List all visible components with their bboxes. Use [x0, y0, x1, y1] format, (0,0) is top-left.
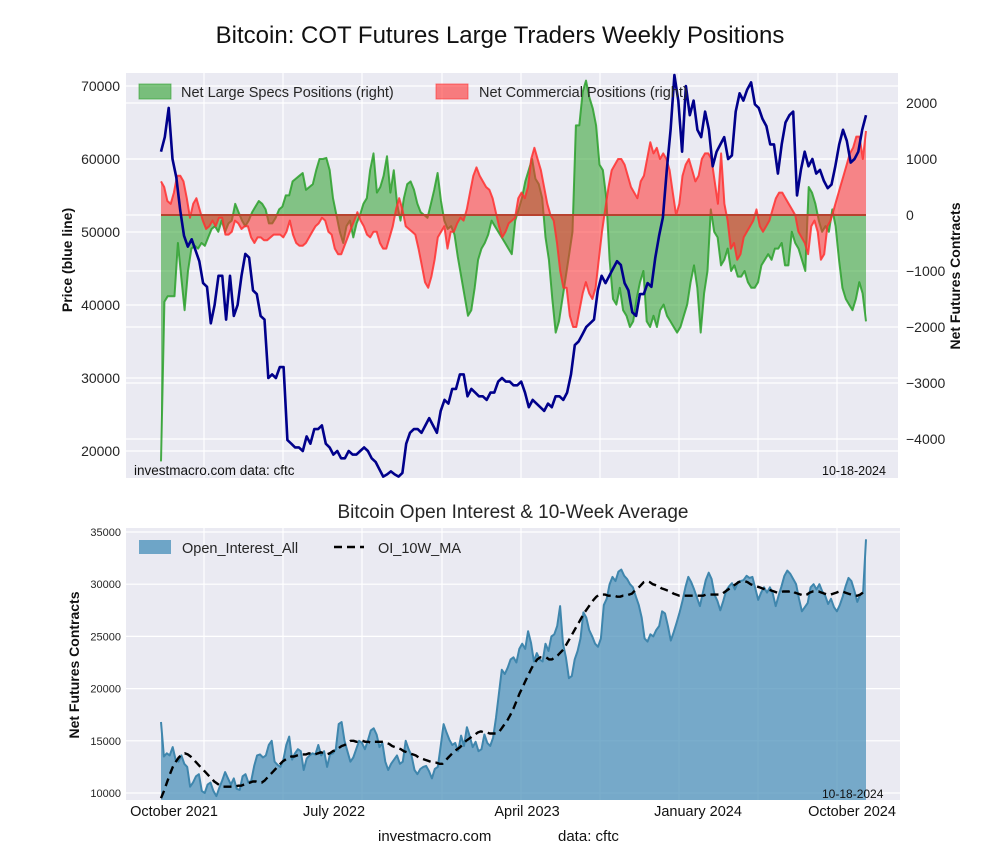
y-tick-right: 1000: [906, 151, 937, 167]
y-tick-left: 30000: [81, 370, 120, 386]
annotation-date-top: 10-18-2024: [822, 464, 886, 478]
price-line: [159, 73, 868, 478]
y-tick-bottom: 35000: [90, 527, 121, 539]
chart-title: Bitcoin: COT Futures Large Traders Weekl…: [215, 22, 785, 49]
x-tick-label: October 2024: [808, 804, 896, 820]
x-tick-label: July 2022: [303, 804, 365, 820]
y-tick-left: 40000: [81, 297, 120, 313]
open-interest-line: [160, 539, 867, 798]
y-tick-right: 0: [906, 207, 914, 223]
net-large-specs-line: [160, 79, 867, 462]
legend-label-commercial: Net Commercial Positions (right): [479, 85, 688, 101]
x-tick-label: October 2021: [130, 804, 218, 820]
y-tick-right: −2000: [906, 319, 946, 335]
legend-swatch-specs: [138, 83, 172, 100]
footer-site: investmacro.com: [378, 828, 492, 845]
y-tick-right: 2000: [906, 95, 937, 111]
y-tick-bottom: 30000: [90, 579, 121, 591]
oi-10w-ma-line: [159, 579, 867, 799]
legend-label-specs: Net Large Specs Positions (right): [181, 85, 394, 101]
legend-swatch-commercial: [435, 83, 469, 100]
y-tick-bottom: 20000: [90, 684, 121, 696]
x-tick-label: January 2024: [654, 804, 742, 820]
open-interest-fill: [161, 539, 866, 800]
y-tick-left: 60000: [81, 151, 120, 167]
y-tick-right: −1000: [906, 263, 946, 279]
net-commercial-line: [160, 130, 867, 328]
annotation-source: investmacro.com data: cftc: [134, 463, 295, 478]
y-axis-label-right: Net Futures Contracts: [947, 202, 963, 349]
legend-label-oi: Open_Interest_All: [182, 541, 298, 557]
y-tick-right: −3000: [906, 375, 946, 391]
legend-label-ma: OI_10W_MA: [378, 541, 461, 557]
legend-swatch-oi: [139, 540, 171, 554]
annotation-date-bottom: 10-18-2024: [822, 787, 884, 801]
y-tick-right: −4000: [906, 431, 946, 447]
x-tick-label: April 2023: [494, 804, 559, 820]
y-tick-left: 20000: [81, 443, 120, 459]
y-axis-label-left: Price (blue line): [59, 208, 75, 312]
y-tick-bottom: 10000: [90, 788, 121, 800]
net-commercial-fill: [161, 131, 866, 327]
y-tick-bottom: 25000: [90, 631, 121, 643]
y-tick-left: 50000: [81, 224, 120, 240]
y-tick-left: 70000: [81, 78, 120, 94]
y-axis-label-bottom: Net Futures Contracts: [66, 591, 82, 738]
footer-source: data: cftc: [558, 828, 619, 845]
open-interest-chart-title: Bitcoin Open Interest & 10-Week Average: [337, 502, 689, 523]
y-tick-bottom: 15000: [90, 736, 121, 748]
